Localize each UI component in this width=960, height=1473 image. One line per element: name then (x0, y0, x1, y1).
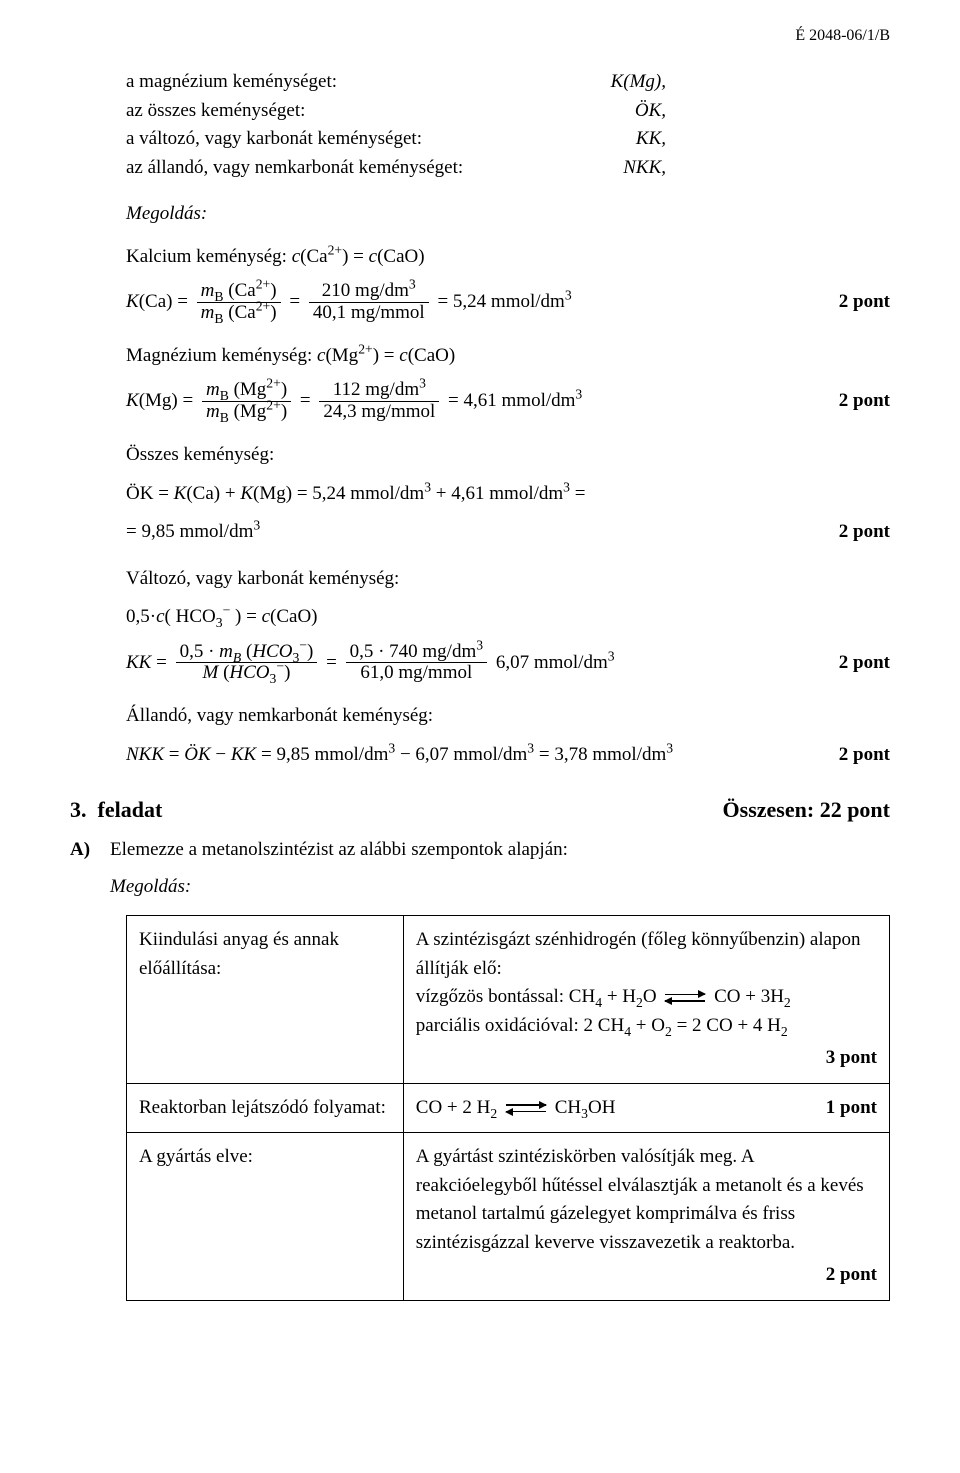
row1-text1: A szintézisgázt szénhidrogén (főleg könn… (416, 929, 861, 979)
total-line1: ÖK = K(Ca) + K(Mg) = 5,24 mmol/dm3 + 4,6… (126, 480, 890, 509)
task-3-total: Összesen: 22 pont (723, 793, 890, 826)
equilibrium-arrow-icon (665, 992, 705, 1004)
definitions-block: a magnézium keménységet: K(Mg), az össze… (126, 68, 890, 182)
permanent-points: 2 pont (815, 741, 890, 770)
def-left: a változó, vagy karbonát keménységet: (126, 125, 430, 154)
magnesium-equation: K(Mg) = mB (Mg2+) mB (Mg2+) = 112 mg/dm3… (126, 380, 890, 423)
table-row: Kiindulási anyag és annak előállítása: A… (127, 916, 890, 1084)
analysis-table: Kiindulási anyag és annak előállítása: A… (126, 915, 890, 1301)
row3-content: A gyártást szintéziskörben valósítják me… (403, 1133, 889, 1301)
solution-heading: Megoldás: (126, 200, 890, 229)
variable-heading: Változó, vagy karbonát keménység: (126, 565, 890, 594)
variable-points: 2 pont (815, 649, 890, 678)
def-right: NKK, (623, 154, 666, 183)
row2-content: CO + 2 H2 CH3OH 1 pont (403, 1083, 889, 1133)
row2-eq: CO + 2 H2 CH3OH (416, 1094, 616, 1123)
row3-points: 2 pont (416, 1261, 877, 1290)
part-a-solution-label: Megoldás: (110, 873, 890, 902)
def-row: az összes keménységet: ÖK, (126, 97, 666, 126)
def-row: a magnézium keménységet: K(Mg), (126, 68, 666, 97)
permanent-heading: Állandó, vagy nemkarbonát keménység: (126, 702, 890, 731)
row2-label: Reaktorban lejátszódó folyamat: (127, 1083, 404, 1133)
document-id: É 2048-06/1/B (70, 24, 890, 48)
permanent-line: NKK = ÖK − KK = 9,85 mmol/dm3 − 6,07 mmo… (126, 741, 890, 770)
def-left: az állandó, vagy nemkarbonát keménységet… (126, 154, 471, 183)
def-left: az összes keménységet: (126, 97, 313, 126)
magnesium-heading: Magnézium keménység: c(Mg2+) = c(CaO) (126, 342, 890, 371)
row2-points: 1 pont (826, 1094, 877, 1123)
equilibrium-arrow-icon (506, 1102, 546, 1114)
total-points: 2 pont (815, 518, 890, 547)
def-right: K(Mg), (611, 68, 666, 97)
part-a-label: A) (70, 836, 110, 865)
variable-eq-body: KK = 0,5 · mB (HCO3−) M (HCO3−) = 0,5 · … (126, 642, 615, 685)
table-row: Reaktorban lejátszódó folyamat: CO + 2 H… (127, 1083, 890, 1133)
def-right: KK, (636, 125, 666, 154)
task-number: 3. (70, 797, 87, 822)
row1-points: 3 pont (416, 1044, 877, 1073)
row1-content: A szintézisgázt szénhidrogén (főleg könn… (403, 916, 889, 1084)
row1-eq2: parciális oxidációval: 2 CH4 + O2 = 2 CO… (416, 1015, 788, 1036)
total-result: = 9,85 mmol/dm3 (126, 518, 260, 547)
row1-eq1: vízgőzös bontással: CH4 + H2O CO + 3H2 (416, 986, 791, 1007)
part-a-text: Elemezze a metanolszintézist az alábbi s… (110, 836, 568, 865)
part-a-row: A) Elemezze a metanolszintézist az alább… (70, 836, 890, 865)
def-left: a magnézium keménységet: (126, 68, 345, 97)
variable-prelim: 0,5·c( HCO3− ) = c(CaO) (126, 603, 890, 632)
task-3-header: 3. feladat Összesen: 22 pont (70, 793, 890, 826)
row3-label: A gyártás elve: (127, 1133, 404, 1301)
def-row: az állandó, vagy nemkarbonát keménységet… (126, 154, 666, 183)
variable-equation: KK = 0,5 · mB (HCO3−) M (HCO3−) = 0,5 · … (126, 642, 890, 685)
calcium-points: 2 pont (815, 288, 890, 317)
permanent-result: NKK = ÖK − KK = 9,85 mmol/dm3 − 6,07 mmo… (126, 741, 673, 770)
def-right: ÖK, (635, 97, 666, 126)
total-line2: = 9,85 mmol/dm3 2 pont (126, 518, 890, 547)
calcium-eq-body: K(Ca) = mB (Ca2+) mB (Ca2+) = 210 mg/dm3… (126, 281, 572, 324)
magnesium-eq-body: K(Mg) = mB (Mg2+) mB (Mg2+) = 112 mg/dm3… (126, 380, 582, 423)
row3-text: A gyártást szintéziskörben valósítják me… (416, 1146, 864, 1253)
table-row: A gyártás elve: A gyártást szintéziskörb… (127, 1133, 890, 1301)
calcium-heading-text: Kalcium keménység: c(Ca2+) = c(CaO) (126, 246, 425, 267)
row1-label: Kiindulási anyag és annak előállítása: (127, 916, 404, 1084)
task-word: feladat (98, 797, 163, 822)
calcium-equation: K(Ca) = mB (Ca2+) mB (Ca2+) = 210 mg/dm3… (126, 281, 890, 324)
total-heading: Összes keménység: (126, 441, 890, 470)
calcium-heading: Kalcium keménység: c(Ca2+) = c(CaO) (126, 243, 890, 272)
magnesium-points: 2 pont (815, 387, 890, 416)
def-row: a változó, vagy karbonát keménységet: KK… (126, 125, 666, 154)
task-3-left: 3. feladat (70, 793, 162, 826)
magnesium-heading-text: Magnézium keménység: c(Mg2+) = c(CaO) (126, 345, 455, 366)
